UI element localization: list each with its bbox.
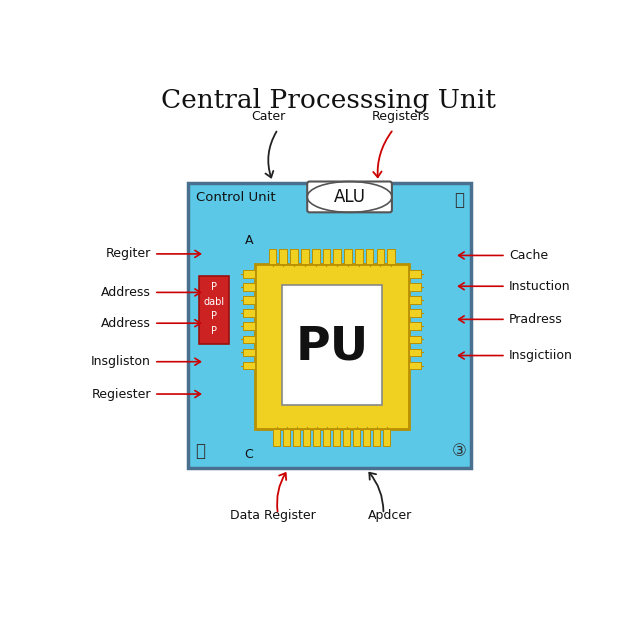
Bar — [364, 429, 371, 447]
Text: Instuction: Instuction — [509, 280, 571, 292]
Text: Registers: Registers — [372, 110, 430, 123]
Bar — [243, 323, 255, 330]
Bar — [314, 429, 320, 447]
Bar — [333, 248, 341, 264]
Text: Ⓧ: Ⓧ — [195, 442, 205, 460]
Text: A: A — [245, 234, 253, 247]
Bar — [243, 335, 255, 343]
Bar — [409, 296, 421, 304]
Bar — [243, 349, 255, 356]
Text: PU: PU — [295, 324, 369, 369]
Bar — [291, 248, 298, 264]
Text: Address: Address — [101, 286, 151, 299]
Bar — [255, 264, 409, 429]
Bar — [409, 349, 421, 356]
Bar — [188, 183, 471, 468]
Text: Address: Address — [101, 317, 151, 330]
Text: dabl: dabl — [204, 296, 225, 307]
Bar — [312, 248, 319, 264]
Bar — [365, 248, 373, 264]
Bar — [409, 335, 421, 343]
Text: Regiter: Regiter — [106, 248, 151, 260]
Bar — [273, 429, 280, 447]
Bar — [333, 429, 340, 447]
Text: Pradress: Pradress — [509, 313, 563, 326]
Bar — [284, 429, 291, 447]
Text: ③: ③ — [451, 442, 467, 460]
Text: ALU: ALU — [333, 188, 365, 206]
Bar — [243, 309, 255, 317]
Bar — [323, 248, 330, 264]
Bar — [301, 248, 308, 264]
Bar — [383, 429, 390, 447]
Text: Data Register: Data Register — [230, 509, 316, 522]
Text: Apdcer: Apdcer — [367, 509, 412, 522]
Bar — [409, 362, 421, 369]
Bar — [373, 429, 380, 447]
Bar — [243, 296, 255, 304]
Text: Control Unit: Control Unit — [196, 191, 275, 204]
Bar — [303, 429, 310, 447]
Text: Cater: Cater — [251, 110, 285, 123]
Text: P: P — [211, 282, 217, 292]
Text: P: P — [211, 326, 217, 336]
Text: Insgictiion: Insgictiion — [509, 349, 573, 362]
Bar — [387, 248, 395, 264]
Bar — [243, 362, 255, 369]
Text: Regiester: Regiester — [92, 388, 151, 401]
Text: Cache: Cache — [509, 249, 548, 262]
Bar — [409, 270, 421, 278]
Bar — [243, 283, 255, 291]
Bar — [409, 283, 421, 291]
Bar — [344, 248, 352, 264]
Bar — [323, 429, 330, 447]
Bar — [355, 248, 363, 264]
Bar — [269, 248, 276, 264]
Text: Insgliston: Insgliston — [91, 355, 151, 368]
Text: C: C — [244, 448, 253, 461]
Bar — [243, 270, 255, 278]
Bar — [344, 429, 350, 447]
Bar — [293, 429, 300, 447]
Text: P: P — [211, 311, 217, 321]
Bar — [409, 309, 421, 317]
Bar — [282, 285, 382, 405]
Bar — [280, 248, 287, 264]
FancyBboxPatch shape — [307, 182, 392, 212]
Text: Ⓧ: Ⓧ — [454, 191, 464, 209]
Bar — [376, 248, 384, 264]
Bar — [409, 323, 421, 330]
Bar — [353, 429, 360, 447]
Bar — [198, 276, 230, 344]
Text: Central Processsing Unit: Central Processsing Unit — [161, 88, 495, 113]
